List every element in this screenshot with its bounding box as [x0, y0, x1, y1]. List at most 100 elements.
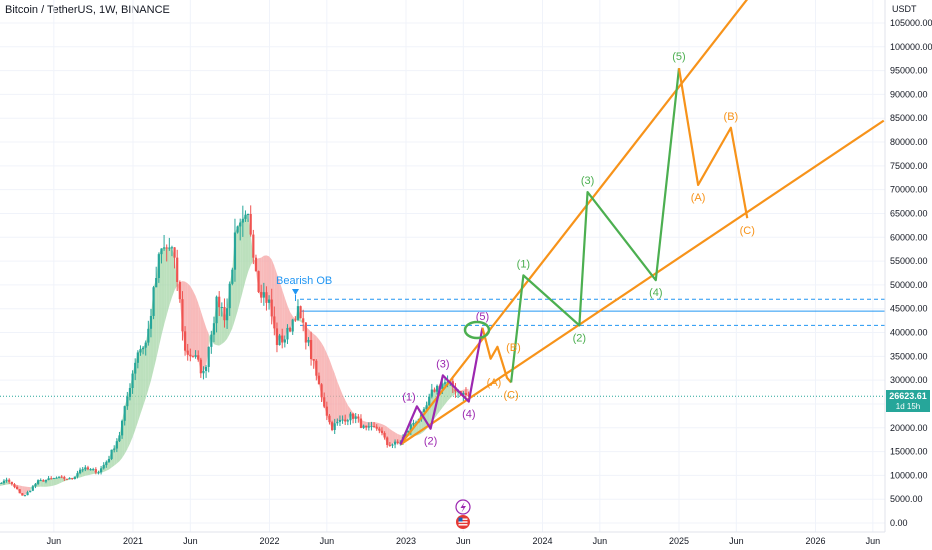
cloud-segment [339, 388, 343, 420]
candle-body [118, 435, 121, 442]
candle-body [202, 371, 205, 374]
candle-body [23, 495, 27, 497]
y-tick-label: 100000.00 [890, 42, 932, 52]
candle-body [144, 342, 147, 348]
cloud-segment [200, 311, 204, 374]
candle-body [215, 296, 218, 324]
candle-body [29, 490, 32, 493]
candle-body [123, 406, 126, 421]
candle-body [26, 492, 29, 496]
grid [0, 0, 885, 532]
candle-body [52, 478, 55, 480]
candle-body [231, 269, 234, 284]
candle-body [186, 350, 189, 355]
candle-body [92, 469, 95, 471]
wave-label: (2) [424, 436, 437, 448]
candle-body [2, 480, 6, 484]
candle-body [365, 425, 368, 428]
y-tick-label: 85000.00 [890, 113, 928, 123]
candle-body [288, 327, 292, 332]
cloud-segment [143, 342, 146, 407]
candle-body [391, 444, 394, 446]
candle-body [317, 375, 321, 385]
candle-body [181, 299, 184, 332]
candle-body [0, 483, 3, 485]
cloud-segment [329, 359, 333, 430]
candle-body [428, 396, 431, 406]
cloud-segment [93, 469, 96, 475]
candle-body [183, 331, 187, 351]
candle-body [362, 425, 365, 428]
y-tick-label: 40000.00 [890, 328, 928, 338]
candle-body [139, 349, 142, 353]
wave-label: (4) [649, 287, 662, 299]
candle-body [191, 356, 195, 358]
cloud-segment [450, 381, 453, 399]
cloud-segment [452, 386, 456, 396]
candle-body [47, 478, 50, 480]
candle-body [42, 480, 45, 482]
candle-body [13, 484, 16, 487]
candle-body [302, 318, 305, 323]
candle-body [65, 478, 69, 480]
wave-label: (C) [503, 390, 518, 402]
candle-body [134, 362, 137, 374]
wave-label: (B) [506, 342, 521, 354]
candle-body [273, 316, 276, 329]
lightning-icon[interactable] [455, 499, 471, 515]
candle-body [325, 406, 328, 416]
candle-body [357, 416, 360, 419]
y-tick-label: 35000.00 [890, 351, 928, 361]
cloud-segment [169, 247, 172, 306]
x-tick-label: 2025 [669, 536, 689, 546]
wave-label: (B) [724, 111, 739, 123]
candle-body [5, 479, 8, 481]
candle-body [467, 395, 470, 397]
cloud-segment [174, 257, 178, 291]
cloud-segment [447, 381, 451, 402]
cloud-segment [85, 467, 88, 476]
candle-body [296, 306, 300, 320]
candle-body [359, 418, 363, 428]
cloud-segment [187, 283, 191, 357]
candle-body [165, 247, 168, 249]
candle-body [254, 257, 258, 272]
cloud-segment [219, 306, 222, 346]
y-tick-label: 60000.00 [890, 232, 928, 242]
candle-body [262, 292, 265, 298]
candle-body [126, 396, 129, 407]
candle-body [464, 392, 468, 396]
x-axis: Jun 2021 Jun 2022 Jun 2023 Jun 2024 Jun 2025 Jun 20… [0, 531, 885, 546]
cloud-segment [87, 469, 91, 476]
candle-body [354, 416, 357, 419]
candle-body [199, 359, 202, 374]
candle-body [383, 432, 386, 438]
cloud-segment [161, 247, 165, 336]
cloud-segment [397, 434, 401, 444]
cloud-segment [24, 486, 28, 496]
orange-abc-path [677, 68, 749, 219]
candle-body [283, 339, 286, 343]
wave-label: (5) [476, 311, 489, 323]
wave-label: (A) [487, 377, 502, 389]
candles [0, 205, 470, 497]
elliott-waves [399, 68, 749, 445]
cloud-segment [40, 480, 44, 487]
candle-body [212, 323, 216, 335]
candle-body [409, 424, 412, 432]
cloud-segment [263, 255, 267, 303]
candle-body [18, 489, 21, 494]
candle-body [152, 287, 155, 316]
candle-body [291, 319, 294, 332]
candle-body [105, 461, 108, 466]
candle-body [244, 214, 247, 219]
candle-body [351, 413, 355, 419]
candle-body [31, 486, 34, 491]
candle-body [407, 431, 410, 433]
y-tick-label: 55000.00 [890, 256, 928, 266]
x-tick-label: 2022 [259, 536, 279, 546]
candle-body [50, 478, 53, 480]
flag-icon[interactable] [456, 515, 470, 529]
y-tick-label: 105000.00 [890, 18, 932, 28]
